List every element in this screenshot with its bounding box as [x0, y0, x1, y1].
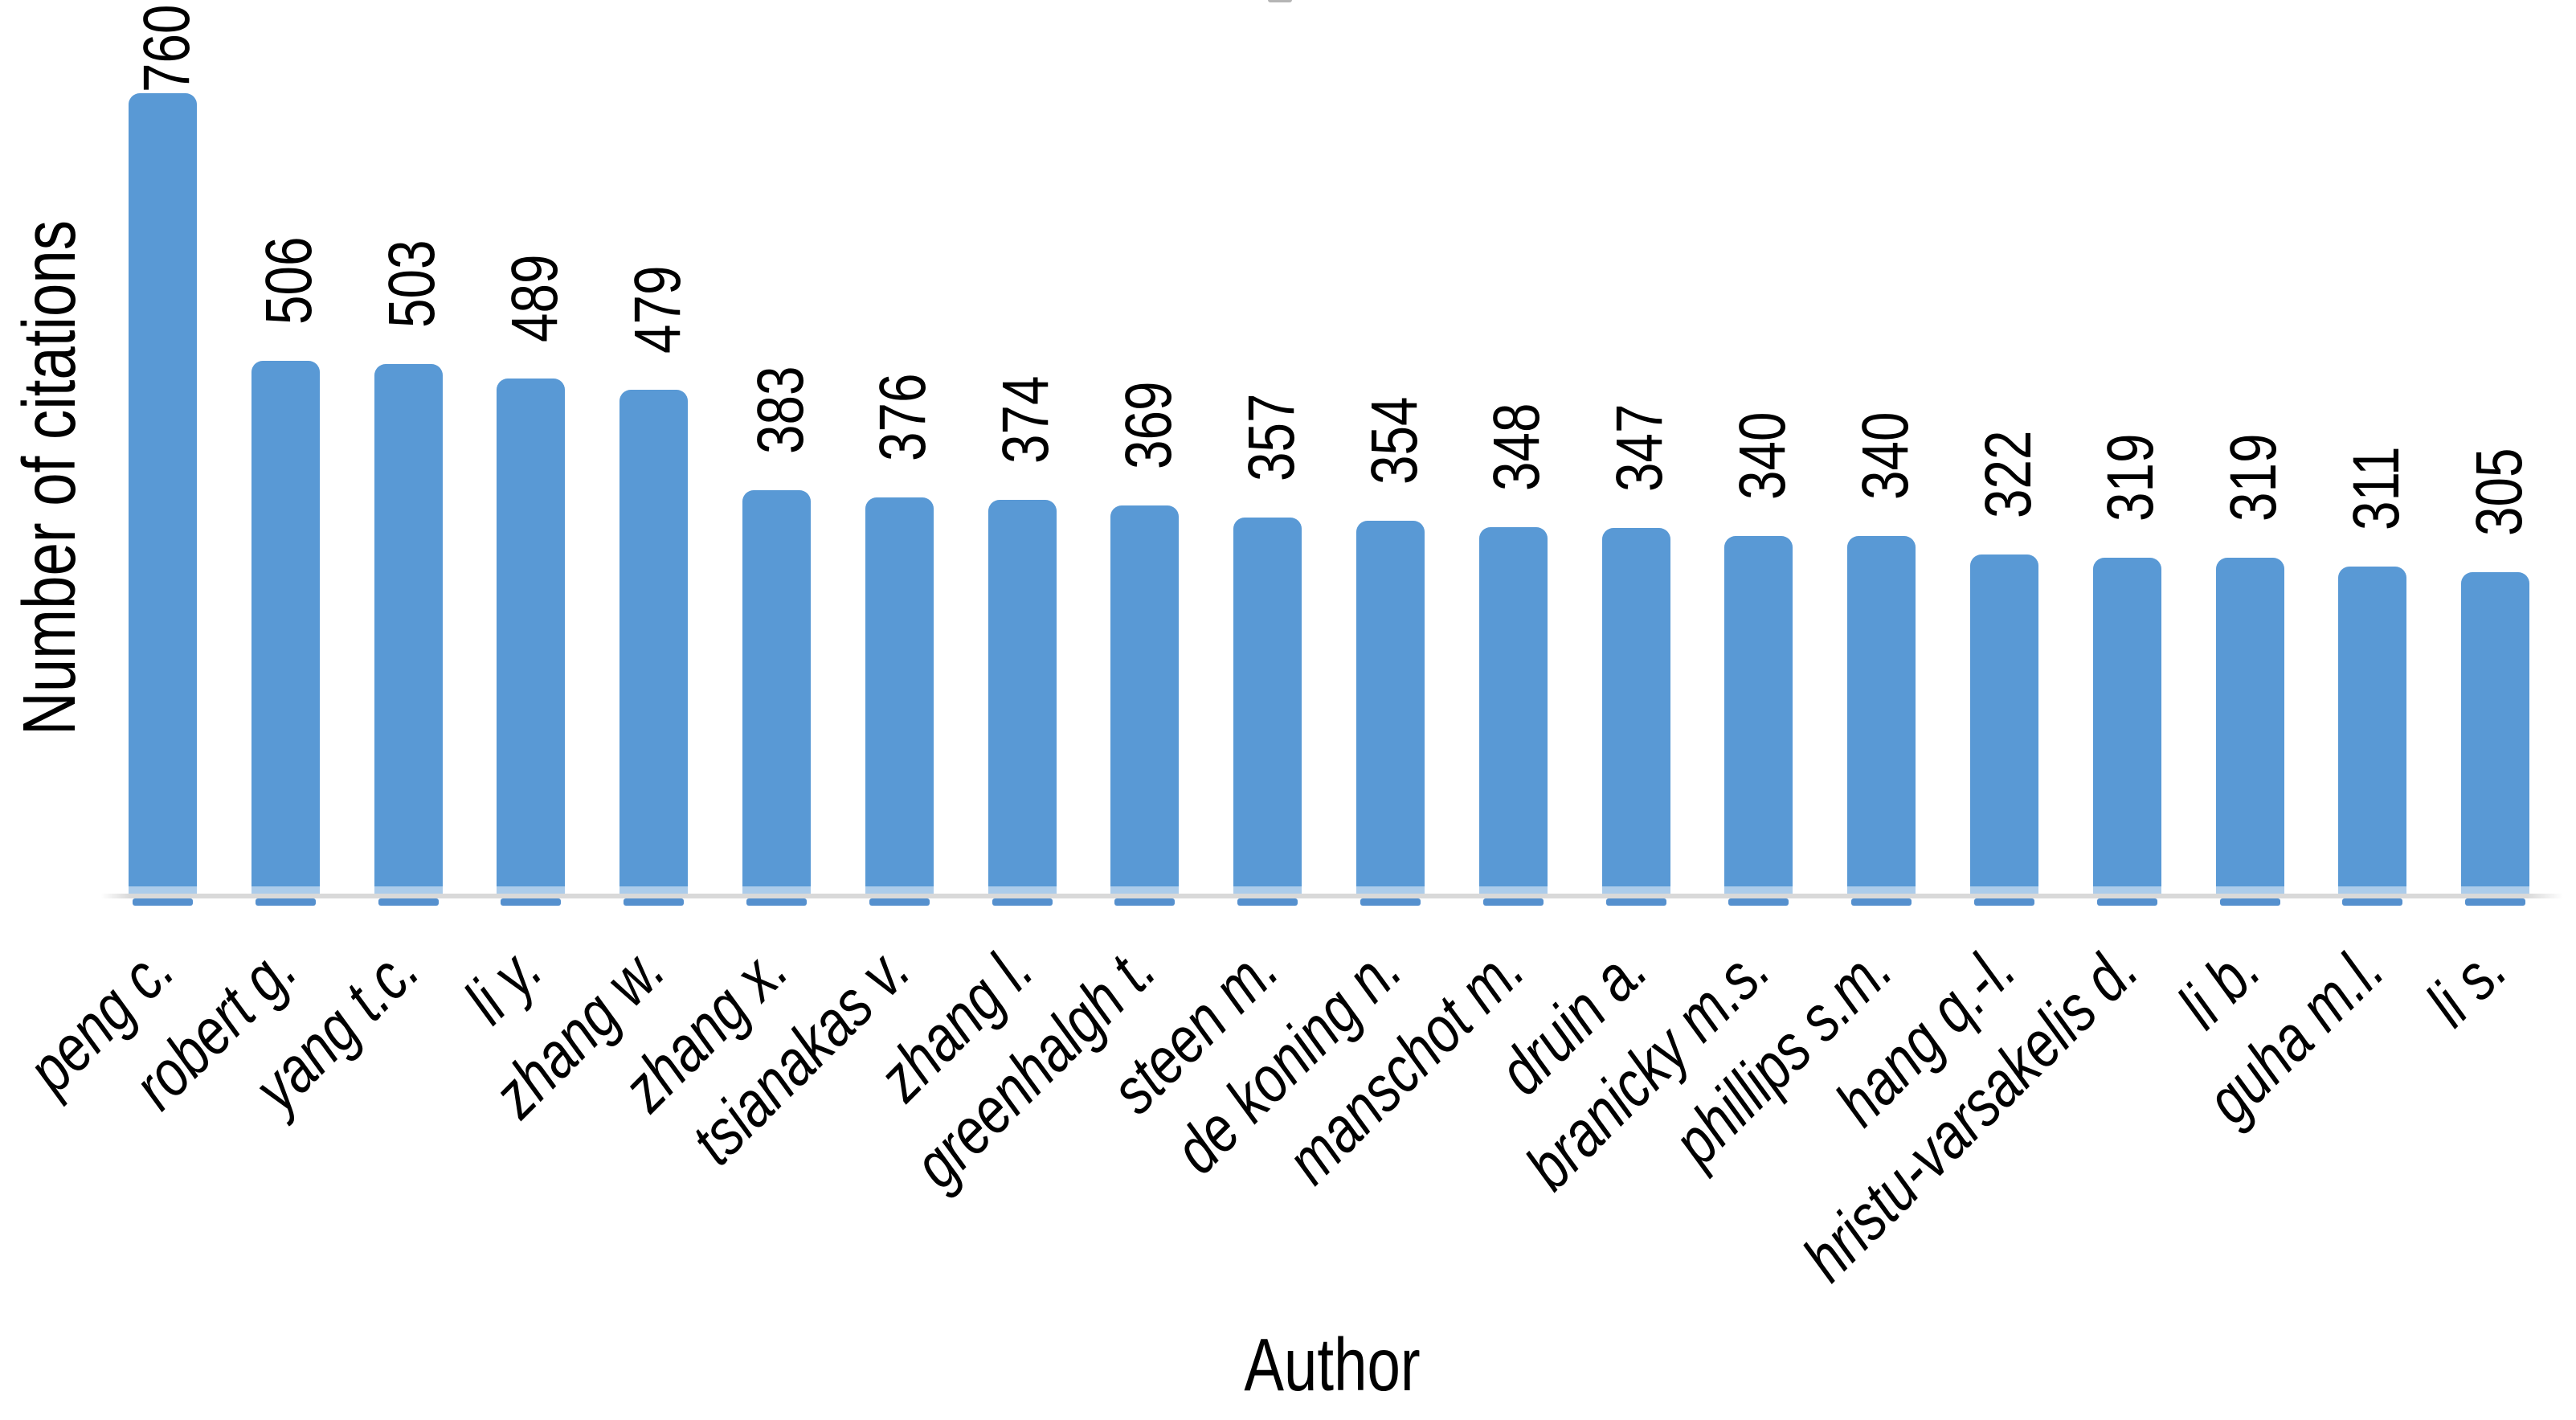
bar: [129, 93, 197, 894]
x-axis-title-row: Author: [101, 1328, 2563, 1402]
bar-underline: [2219, 898, 2280, 906]
bar-underline: [624, 898, 685, 906]
bar-underline: [1482, 898, 1544, 906]
bar-value-label: 369: [1111, 381, 1185, 469]
bar-underline: [1974, 898, 2034, 906]
bar: [987, 500, 1057, 894]
bar-underline: [2465, 898, 2526, 906]
bar-value-label: 479: [620, 265, 694, 354]
bar: [1478, 527, 1548, 894]
bar: [2215, 558, 2284, 894]
bar: [1110, 505, 1180, 894]
bar: [2461, 572, 2530, 894]
bar-underline: [1114, 898, 1176, 906]
bar-underline: [1605, 898, 1666, 906]
bar-underline: [255, 898, 316, 906]
bar-underline: [1851, 898, 1912, 906]
bar-underline: [1360, 898, 1421, 906]
bar-underline: [869, 898, 930, 906]
bar-underline: [1237, 898, 1298, 906]
bar-value-label: 489: [497, 254, 571, 342]
bar-value-label: 506: [252, 236, 326, 325]
bar-value-label: 760: [129, 4, 203, 92]
x-axis-line: [101, 894, 2563, 898]
bar: [1847, 536, 1916, 894]
bar: [742, 490, 811, 894]
bar-value-label: 357: [1234, 393, 1308, 481]
bar-underline: [992, 898, 1053, 906]
bar-value-label: 340: [1848, 411, 1922, 500]
bar-value-label: 374: [989, 375, 1063, 464]
bar-value-label: 354: [1357, 396, 1431, 485]
bar-underline: [501, 898, 562, 906]
bar-value-label: 376: [866, 373, 940, 461]
bar-value-label: 319: [2217, 433, 2291, 522]
bar-underline: [378, 898, 439, 906]
bar: [1724, 536, 1793, 894]
bar-value-label: 348: [1480, 403, 1554, 491]
bar: [251, 361, 320, 894]
bar-value-label: 305: [2462, 448, 2536, 536]
bar-value-label: 319: [2094, 433, 2168, 522]
bar-underline: [2342, 898, 2403, 906]
bar-value-label: 340: [1725, 411, 1799, 500]
bar-underline: [1728, 898, 1789, 906]
bar-underline: [746, 898, 807, 906]
bar: [865, 497, 934, 894]
bar: [1233, 518, 1302, 894]
bar-underline: [2096, 898, 2157, 906]
bar-value-label: 311: [2339, 446, 2413, 530]
bar-underline: [133, 898, 193, 906]
cropped-title-fragment: [1268, 0, 1292, 2]
bar: [497, 379, 566, 894]
bar: [1356, 521, 1425, 894]
bar: [374, 364, 443, 894]
x-axis-line-highlight: [101, 886, 2563, 894]
bar-value-label: 503: [375, 239, 449, 328]
y-axis-title: Number of citations: [7, 220, 91, 735]
x-axis-title: Author: [1244, 1323, 1421, 1406]
category-label: li s.: [2412, 932, 2521, 1041]
bar: [2092, 558, 2161, 894]
bar: [1970, 554, 2038, 894]
bar-value-label: 347: [1603, 403, 1677, 492]
bar: [619, 390, 689, 894]
bar: [1601, 528, 1670, 894]
bar-value-label: 322: [1971, 430, 2045, 518]
bar: [2338, 567, 2407, 894]
bar-value-label: 383: [743, 366, 817, 454]
